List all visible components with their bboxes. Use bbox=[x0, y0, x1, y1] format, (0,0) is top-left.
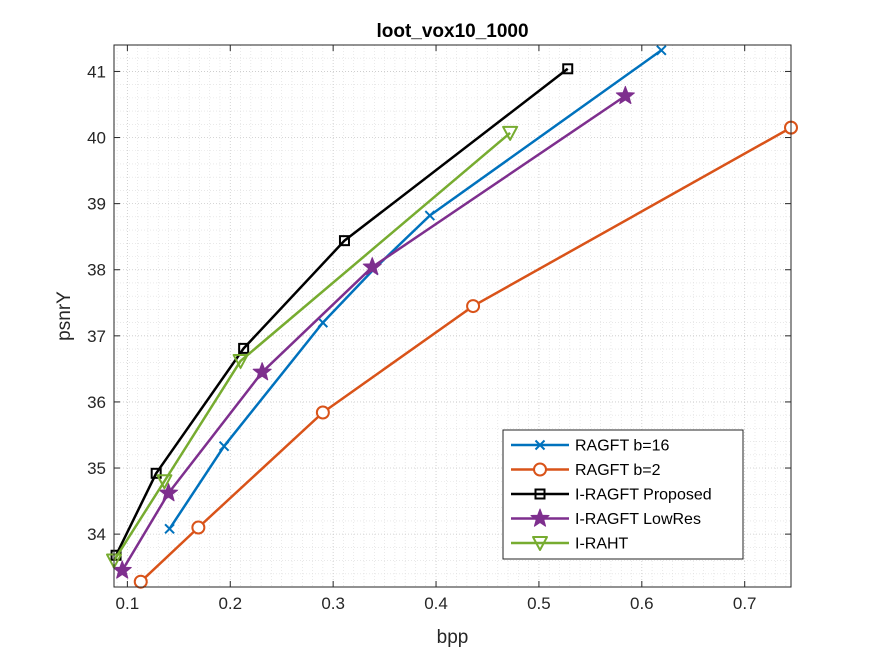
data-point bbox=[112, 560, 132, 579]
data-point bbox=[252, 362, 272, 381]
series-line bbox=[114, 67, 569, 556]
y-tick-label: 34 bbox=[87, 525, 106, 544]
data-point bbox=[466, 299, 481, 314]
data-point bbox=[238, 342, 250, 354]
data-point bbox=[315, 405, 330, 420]
legend-label: I-RAHT bbox=[575, 536, 629, 553]
legend-entry: RAGFT b=2 bbox=[511, 462, 661, 479]
y-tick-label: 38 bbox=[87, 261, 106, 280]
legend-entry: I-RAHT bbox=[511, 536, 629, 553]
axis-ticks: 0.1 0.2 0.3 0.4 0.5 0.6 0.7 34 35 36 37 38 39 40 41 bbox=[87, 45, 791, 613]
legend-label: I-RAGFT LowRes bbox=[575, 511, 701, 528]
series-line bbox=[112, 131, 511, 562]
legend-label: I-RAGFT Proposed bbox=[575, 487, 712, 504]
legend-marker bbox=[532, 536, 548, 551]
data-point bbox=[562, 63, 574, 75]
x-axis-label: bpp bbox=[437, 627, 469, 648]
y-tick-label: 41 bbox=[87, 62, 106, 81]
x-tick-label: 0.2 bbox=[218, 594, 242, 613]
data-point bbox=[164, 523, 175, 535]
legend-marker bbox=[533, 462, 547, 477]
y-tick-label: 35 bbox=[87, 459, 106, 478]
data-point bbox=[656, 45, 667, 56]
x-tick-label: 0.7 bbox=[733, 594, 757, 613]
x-tick-label: 0.5 bbox=[527, 594, 551, 613]
y-tick-label: 40 bbox=[87, 129, 106, 148]
legend-label: RAGFT b=16 bbox=[575, 438, 670, 455]
legend-marker bbox=[530, 508, 550, 527]
data-point bbox=[159, 483, 179, 502]
data-point bbox=[502, 125, 519, 141]
data-point bbox=[615, 85, 635, 105]
legend-entry: I-RAGFT LowRes bbox=[511, 508, 701, 528]
plot-border bbox=[113, 44, 792, 588]
legend-entry: I-RAGFT Proposed bbox=[511, 487, 712, 504]
chart-title: loot_vox10_1000 bbox=[376, 21, 528, 42]
y-tick-label: 37 bbox=[87, 327, 106, 346]
legend-label: RAGFT b=2 bbox=[575, 462, 661, 479]
data-point bbox=[133, 574, 148, 589]
data-point bbox=[338, 235, 350, 247]
y-tick-label: 39 bbox=[87, 195, 106, 214]
legend-entry: RAGFT b=16 bbox=[511, 438, 670, 455]
series-line bbox=[168, 49, 663, 530]
legend-marker bbox=[534, 439, 546, 451]
x-tick-label: 0.3 bbox=[321, 594, 345, 613]
series-2 bbox=[110, 63, 574, 561]
y-tick-label: 36 bbox=[87, 393, 106, 412]
data-point bbox=[156, 474, 173, 490]
data-point bbox=[317, 317, 329, 328]
y-axis-label: psnrY bbox=[54, 291, 75, 341]
x-tick-label: 0.4 bbox=[424, 594, 448, 613]
series-1 bbox=[133, 120, 798, 589]
series-3 bbox=[112, 85, 635, 579]
data-point bbox=[150, 467, 162, 479]
data-point bbox=[362, 257, 382, 276]
series-lines bbox=[106, 45, 798, 589]
legend-marker bbox=[534, 488, 546, 500]
data-point bbox=[218, 441, 230, 452]
legend: RAGFT b=16 RAGFT b=2 I-RAGFT Proposed I-RAG… bbox=[502, 429, 744, 560]
x-tick-label: 0.6 bbox=[630, 594, 654, 613]
data-point bbox=[191, 520, 206, 535]
data-point bbox=[424, 210, 436, 221]
data-point bbox=[232, 353, 249, 369]
x-tick-label: 0.1 bbox=[116, 594, 140, 613]
